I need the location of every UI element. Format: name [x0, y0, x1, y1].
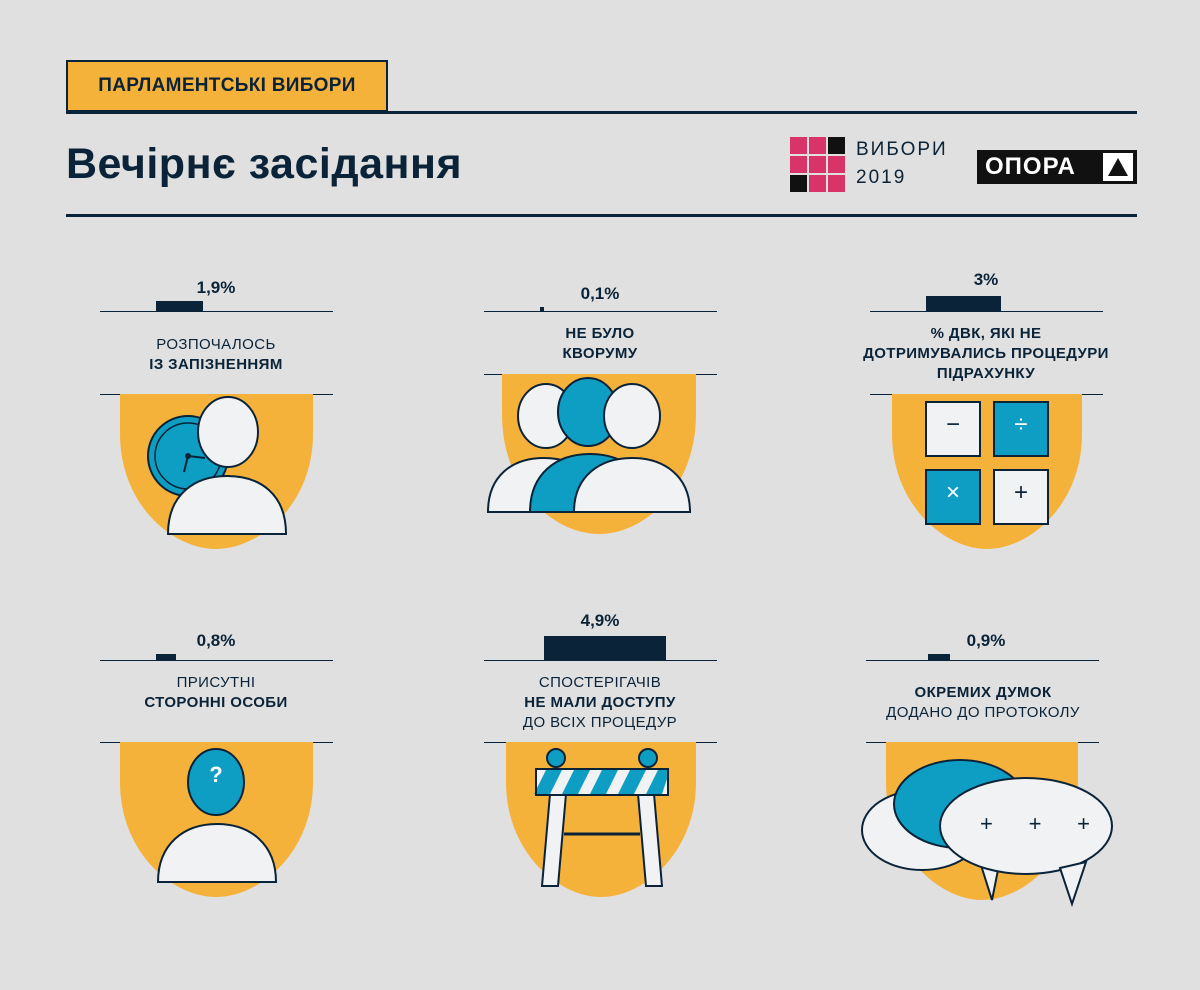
stat-value: 4,9% [580, 611, 620, 630]
stat-bar [928, 654, 950, 660]
divide-icon: ÷ [1014, 411, 1028, 438]
header-rule-top [66, 111, 1137, 114]
plus-icon: + [1013, 479, 1028, 506]
stat-value: 0,9% [966, 631, 1006, 650]
stat-value: 3% [973, 270, 999, 289]
header-rule-bottom [66, 214, 1137, 217]
stat-value: 1,9% [196, 278, 236, 297]
stat-bar [156, 654, 176, 660]
stat-value: 0,1% [580, 284, 620, 303]
plus-icon: + [1077, 811, 1090, 836]
plus-icon: + [980, 811, 993, 836]
minus-icon: − [945, 411, 960, 438]
vybory-logo-icon [790, 137, 845, 192]
section-tag: ПАРЛАМЕНТСЬКІ ВИБОРИ [66, 60, 388, 112]
question-mark-icon: ? [209, 762, 223, 787]
plus-icon: + [1028, 811, 1042, 836]
person-clock-icon [120, 394, 313, 549]
vybory-logo-text: ВИБОРИ 2019 [856, 139, 948, 188]
triangle-icon [1103, 153, 1133, 181]
speech-bubbles-icon [861, 742, 1113, 908]
group-icon [486, 374, 696, 534]
times-icon: × [945, 479, 960, 506]
stat-value: 0,8% [196, 631, 236, 650]
unknown-person-icon [120, 742, 313, 897]
stat-label: ПРИСУТНІ СТОРОННІ ОСОБИ [144, 674, 288, 711]
stat-bar [544, 636, 666, 660]
stat-bar [540, 307, 544, 311]
stat-bar [926, 296, 1001, 311]
stat-label: РОЗПОЧАЛОСЬ ІЗ ЗАПІЗНЕННЯМ [149, 336, 283, 373]
stat-bar [156, 301, 203, 311]
plus-signs: + + + [980, 811, 1090, 837]
stat-label: СПОСТЕРІГАЧІВ НЕ МАЛИ ДОСТУПУ ДО ВСІХ ПР… [522, 674, 678, 731]
stat-label: НЕ БУЛО КВОРУМУ [562, 325, 638, 362]
stat-label: ОКРЕМИХ ДУМОК ДОДАНО ДО ПРОТОКОЛУ [886, 684, 1080, 721]
stat-label: % ДВК, ЯКІ НЕ ДОТРИМУВАЛИСЬ ПРОЦЕДУРИ ПІ… [863, 325, 1109, 382]
calculator-icon [892, 394, 1082, 549]
page-title: Вечірнє засідання [66, 140, 463, 188]
opora-logo: ОПОРА [977, 150, 1137, 184]
barrier-icon [506, 742, 696, 897]
